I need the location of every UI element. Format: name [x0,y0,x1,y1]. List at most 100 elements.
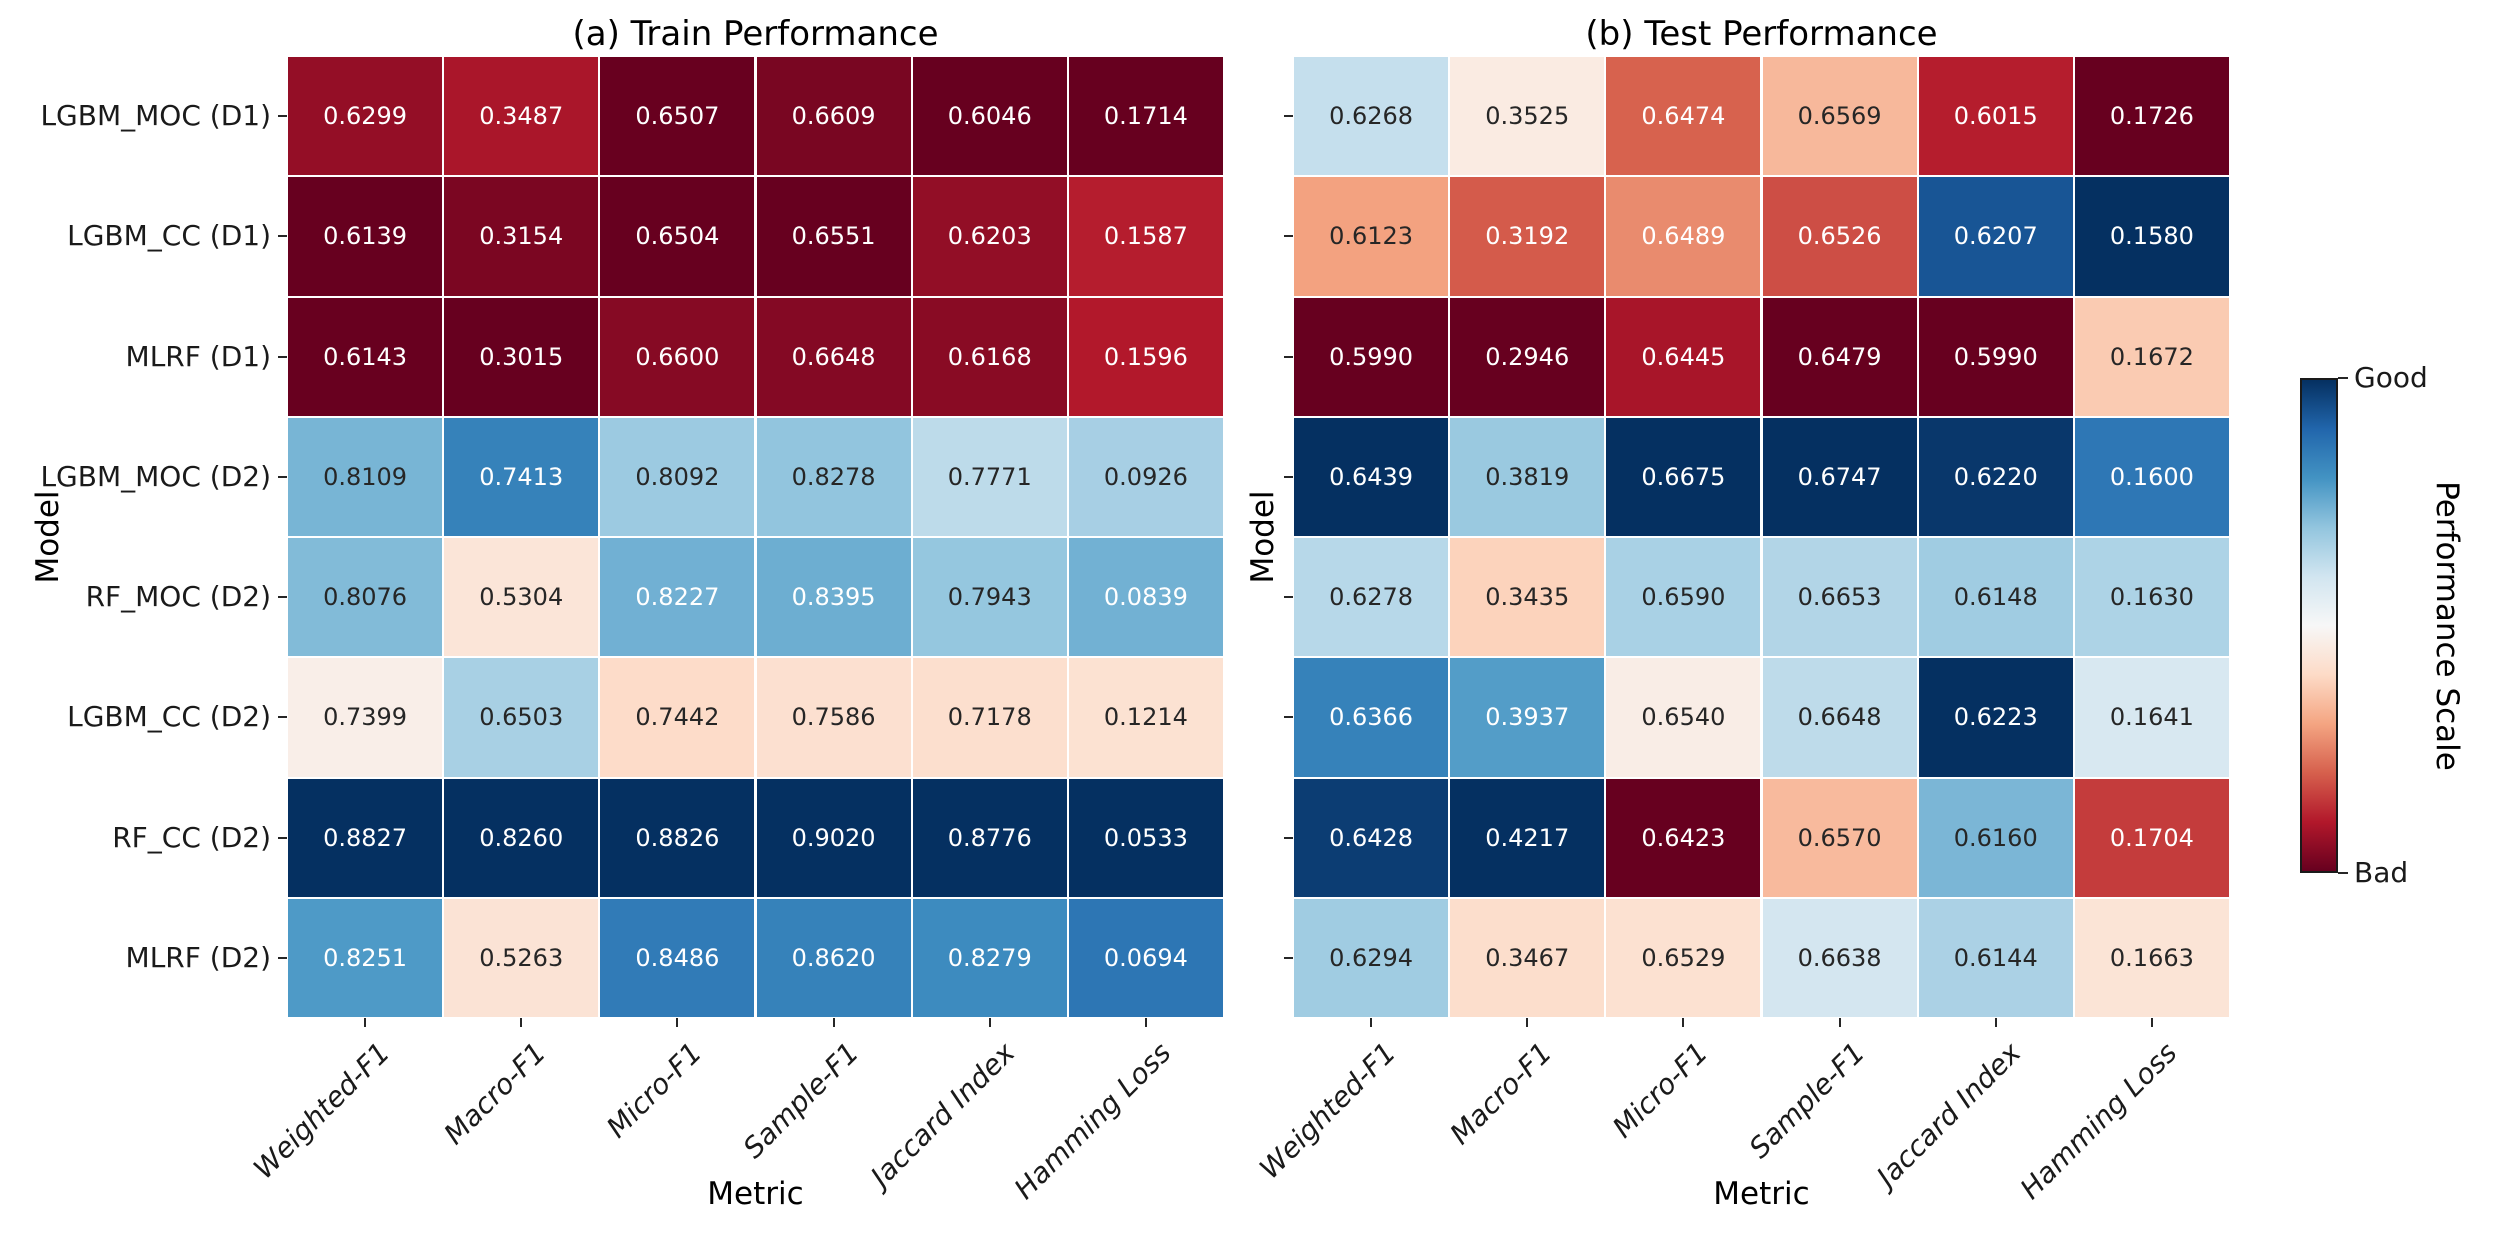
heatmap-cell: 0.0694 [1067,897,1224,1018]
y-tick-mark [278,836,287,839]
heatmap-cell: 0.8260 [443,777,600,898]
heatmap-cell: 0.3015 [443,296,600,417]
heatmap-cell: 0.7771 [911,416,1068,537]
y-tick-mark [278,716,287,719]
y-tick-label: RF_CC (D2) [112,820,271,854]
heatmap-cell: 0.6540 [1605,657,1762,778]
heatmap-cell: 0.6278 [1293,537,1450,658]
train-panel-title: (a) Train Performance [572,14,939,54]
y-tick-label: LGBM_MOC (D2) [40,459,271,493]
heatmap-cell: 0.0839 [1067,537,1224,658]
heatmap-cell: 0.8620 [755,897,912,1018]
heatmap-cell: 0.6046 [911,56,1068,177]
heatmap-cell: 0.6551 [755,176,912,297]
y-tick-mark [278,596,287,599]
heatmap-cell: 0.6675 [1605,416,1762,537]
heatmap-cell: 0.6428 [1293,777,1450,898]
heatmap-cell: 0.9020 [755,777,912,898]
heatmap-cell: 0.6648 [755,296,912,417]
y-tick-mark [1284,716,1293,719]
heatmap-cell: 0.6299 [287,56,444,177]
heatmap-cell: 0.8109 [287,416,444,537]
heatmap-cell: 0.5990 [1293,296,1450,417]
heatmap-cell: 0.6015 [1917,56,2074,177]
heatmap-cell: 0.3937 [1449,657,1606,778]
heatmap-cell: 0.4217 [1449,777,1606,898]
heatmap-cell: 0.3154 [443,176,600,297]
train-x-axis-label: Metric [707,1176,804,1212]
heatmap-cell: 0.6366 [1293,657,1450,778]
x-tick-label: Micro-F1 [600,1036,709,1145]
heatmap-cell: 0.8278 [755,416,912,537]
heatmap-cell: 0.0926 [1067,416,1224,537]
heatmap-cell: 0.7413 [443,416,600,537]
heatmap-cell: 0.1587 [1067,176,1224,297]
heatmap-cell: 0.6294 [1293,897,1450,1018]
x-tick-label: Weighted-F1 [247,1036,397,1186]
heatmap-cell: 0.6600 [599,296,756,417]
heatmap-cell: 0.8227 [599,537,756,658]
heatmap-cell: 0.8827 [287,777,444,898]
heatmap-cell: 0.5304 [443,537,600,658]
y-tick-label: MLRF (D1) [125,339,271,373]
y-tick-label: MLRF (D2) [125,940,271,974]
y-tick-mark [1284,836,1293,839]
heatmap-cell: 0.6747 [1761,416,1918,537]
heatmap-cell: 0.0533 [1067,777,1224,898]
x-tick-mark [1144,1018,1147,1027]
heatmap-cell: 0.6445 [1605,296,1762,417]
colorbar-bad-label: Bad [2354,856,2409,889]
heatmap-cell: 0.8776 [911,777,1068,898]
y-tick-mark [1284,596,1293,599]
heatmap-cell: 0.6648 [1761,657,1918,778]
x-tick-mark [364,1018,367,1027]
x-tick-mark [1682,1018,1685,1027]
heatmap-cell: 0.6570 [1761,777,1918,898]
x-tick-mark [1370,1018,1373,1027]
heatmap-cell: 0.6609 [755,56,912,177]
heatmap-cell: 0.8251 [287,897,444,1018]
heatmap-cell: 0.3435 [1449,537,1606,658]
heatmap-cell: 0.8092 [599,416,756,537]
y-tick-mark [1284,235,1293,238]
x-tick-label: Weighted-F1 [1253,1036,1403,1186]
heatmap-cell: 0.1214 [1067,657,1224,778]
heatmap-cell: 0.6207 [1917,176,2074,297]
y-tick-mark [278,956,287,959]
heatmap-cell: 0.3487 [443,56,600,177]
y-tick-mark [278,475,287,478]
heatmap-cell: 0.3467 [1449,897,1606,1018]
heatmap-cell: 0.8486 [599,897,756,1018]
heatmap-cell: 0.1600 [2073,416,2230,537]
y-tick-label: RF_MOC (D2) [85,580,271,614]
heatmap-cell: 0.8395 [755,537,912,658]
heatmap-cell: 0.6143 [287,296,444,417]
heatmap-cell: 0.6203 [911,176,1068,297]
x-tick-label: Micro-F1 [1606,1036,1715,1145]
heatmap-cell: 0.6474 [1605,56,1762,177]
heatmap-cell: 0.1704 [2073,777,2230,898]
train-heatmap: 0.6299 0.3487 0.6507 0.6609 0.6046 0.1714 0.61… [287,56,1224,1018]
colorbar-good-label: Good [2354,361,2428,394]
heatmap-cell: 0.6168 [911,296,1068,417]
x-tick-mark [988,1018,991,1027]
y-tick-mark [1284,115,1293,118]
heatmap-cell: 0.5990 [1917,296,2074,417]
heatmap-cell: 0.6160 [1917,777,2074,898]
heatmap-cell: 0.3525 [1449,56,1606,177]
test-heatmap: 0.6268 0.3525 0.6474 0.6569 0.6015 0.1726 0.61… [1293,56,2230,1018]
heatmap-cell: 0.6526 [1761,176,1918,297]
heatmap-cell: 0.1580 [2073,176,2230,297]
x-tick-label: Sample-F1 [736,1036,865,1165]
test-y-axis-label: Model [1245,490,1281,584]
colorbar-bottom-tick [2338,872,2348,874]
x-tick-mark [832,1018,835,1027]
heatmap-cell: 0.6507 [599,56,756,177]
colorbar-axis-label: Performance Scale [2429,480,2465,771]
x-tick-label: Jaccard Index [1870,1036,2028,1194]
heatmap-cell: 0.7943 [911,537,1068,658]
x-tick-mark [676,1018,679,1027]
y-tick-label: LGBM_MOC (D1) [40,99,271,133]
heatmap-cell: 0.6439 [1293,416,1450,537]
